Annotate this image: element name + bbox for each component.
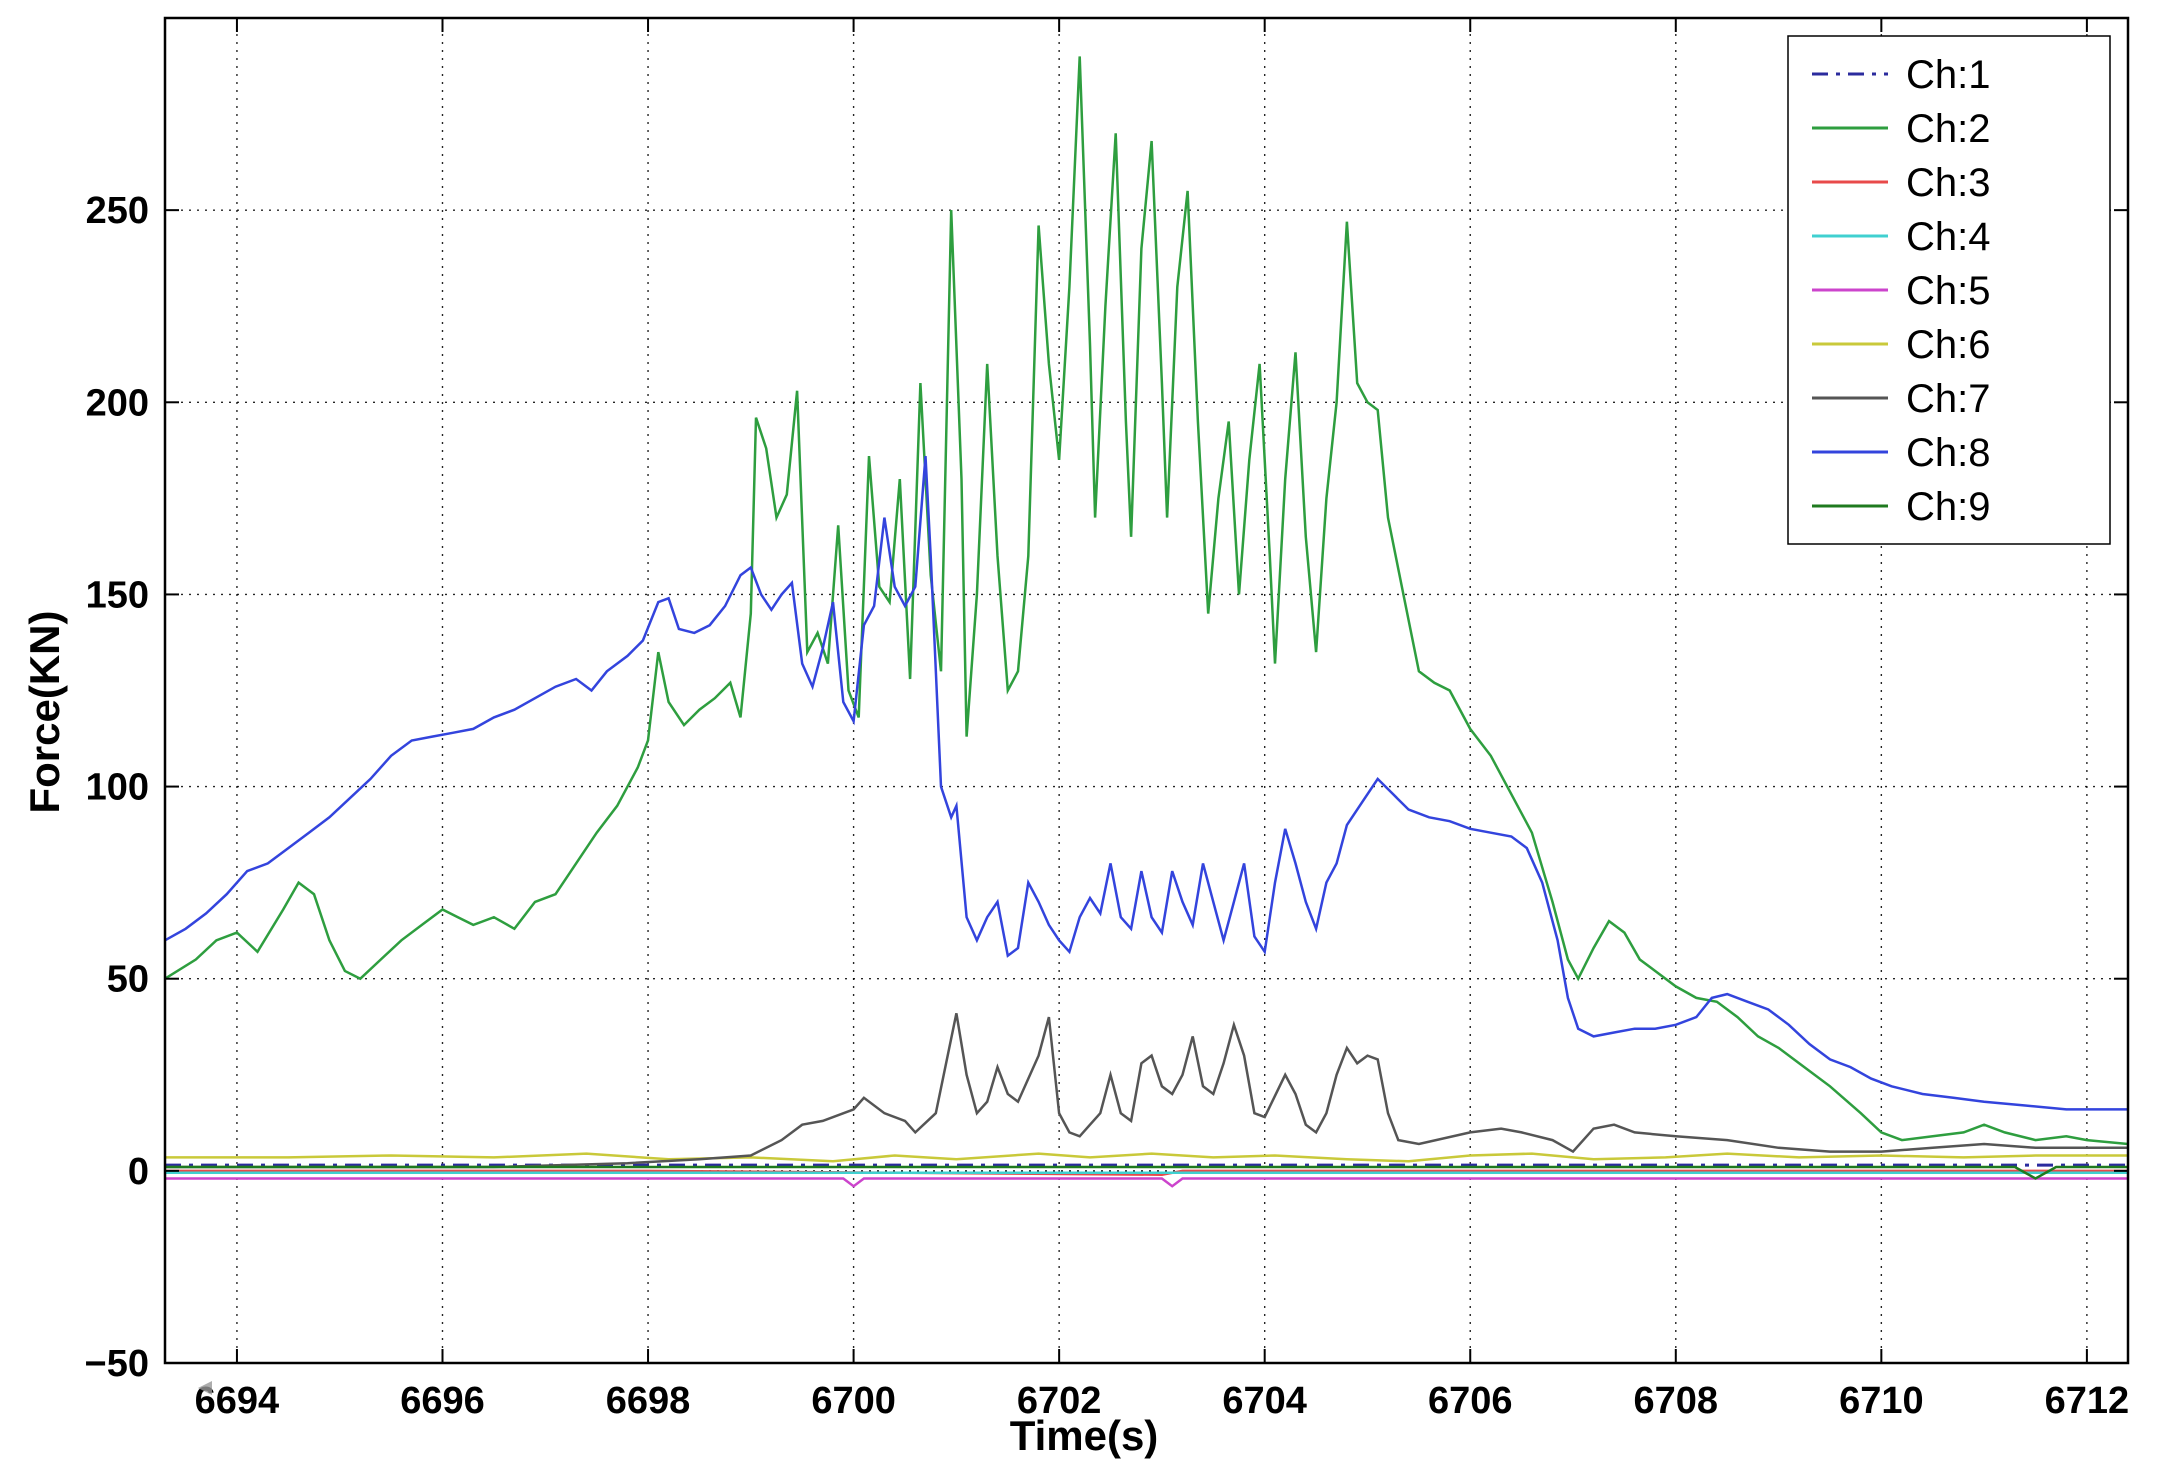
legend-label: Ch:4 bbox=[1906, 215, 1991, 259]
x-tick-label: 6696 bbox=[400, 1380, 485, 1422]
x-tick-label: 6698 bbox=[606, 1380, 691, 1422]
x-tick-label: 6710 bbox=[1839, 1380, 1924, 1422]
legend-label: Ch:6 bbox=[1906, 323, 1991, 367]
y-tick-label: 250 bbox=[86, 190, 149, 232]
y-tick-label: 100 bbox=[86, 767, 149, 809]
x-tick-label: 6700 bbox=[811, 1380, 896, 1422]
x-tick-label: 6704 bbox=[1222, 1380, 1307, 1422]
x-tick-label: 6708 bbox=[1634, 1380, 1719, 1422]
legend-label: Ch:2 bbox=[1906, 107, 1991, 151]
legend: Ch:1 Ch:2 Ch:3 Ch:4 Ch:5 Ch:6 Ch:7 Ch:8 Ch:9 bbox=[1787, 35, 2111, 545]
y-tick-label: 0 bbox=[128, 1151, 149, 1193]
series-ch-9 bbox=[165, 1165, 2128, 1180]
y-tick-label: −50 bbox=[85, 1343, 149, 1385]
legend-label: Ch:8 bbox=[1906, 431, 1991, 475]
y-axis-label: Force(KN) bbox=[21, 610, 68, 814]
plot-border bbox=[163, 16, 2130, 1365]
legend-label: Ch:9 bbox=[1906, 485, 1991, 529]
series-ch-5 bbox=[165, 1177, 2128, 1188]
cursor-artifact-icon bbox=[198, 1381, 212, 1395]
x-axis-label: Time(s) bbox=[1009, 1412, 1159, 1459]
series-ch-8 bbox=[164, 456, 2128, 1111]
x-tick-label: 6712 bbox=[2045, 1380, 2130, 1422]
y-tick-label: 50 bbox=[107, 959, 149, 1001]
series-ch-2 bbox=[164, 56, 2129, 1146]
series-ch-7 bbox=[165, 1013, 2128, 1169]
x-tick-label: 6706 bbox=[1428, 1380, 1513, 1422]
legend-label: Ch:7 bbox=[1906, 377, 1991, 421]
legend-label: Ch:1 bbox=[1906, 53, 1991, 97]
y-tick-label: 200 bbox=[86, 382, 149, 424]
series-ch-6 bbox=[165, 1152, 2128, 1163]
x-tick-label: 6702 bbox=[1017, 1380, 1102, 1422]
y-tick-label: 150 bbox=[86, 574, 149, 616]
legend-label: Ch:3 bbox=[1906, 161, 1991, 205]
legend-label: Ch:5 bbox=[1906, 269, 1991, 313]
